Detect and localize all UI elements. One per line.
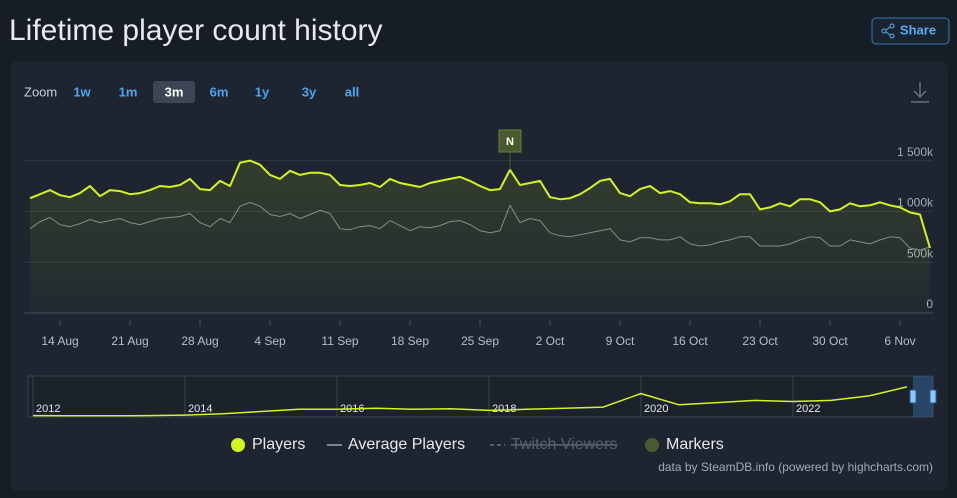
x-tick-label: 14 Aug [41, 334, 78, 348]
legend-label[interactable]: Players [252, 436, 305, 453]
legend-symbol [645, 438, 659, 452]
navigator-line [32, 386, 908, 417]
navigator-handle[interactable] [909, 389, 917, 404]
navigator-selection[interactable] [913, 376, 933, 417]
page-title: Lifetime player count history [9, 14, 383, 47]
x-tick-label: 16 Oct [672, 334, 708, 348]
marker-label: N [506, 136, 514, 148]
share-label[interactable]: Share [900, 22, 936, 37]
x-tick-label: 9 Oct [606, 334, 635, 348]
navigator-label: 2012 [36, 403, 60, 415]
navigator-handle[interactable] [929, 389, 937, 404]
legend-label[interactable]: Markers [666, 436, 724, 453]
share-icon [885, 26, 891, 36]
x-tick-label: 4 Sep [254, 334, 286, 348]
x-tick-label: 2 Oct [536, 334, 565, 348]
share-icon [881, 28, 887, 34]
download-icon[interactable] [911, 82, 929, 103]
y-tick-label: 1 500k [897, 145, 934, 159]
share-icon [889, 33, 895, 39]
credit: data by SteamDB.info (powered by highcha… [658, 460, 933, 474]
line [29, 159, 931, 249]
zoom-selected-bg [153, 81, 195, 103]
x-tick-label: 23 Oct [742, 334, 778, 348]
navigator-label: 2022 [796, 403, 820, 415]
x-tick-label: 25 Sep [461, 334, 499, 348]
zoom-option[interactable]: 1m [119, 84, 138, 99]
area [30, 160, 930, 313]
download-button[interactable] [911, 82, 929, 103]
zoom-option[interactable]: 1w [73, 84, 91, 99]
zoom-option[interactable]: 1y [255, 84, 270, 99]
y-tick-label: 1 000k [897, 196, 934, 210]
x-tick-label: 6 Nov [884, 334, 915, 348]
zoom-label: Zoom [24, 84, 57, 99]
navigator-label: 2014 [188, 403, 212, 415]
zoom-option[interactable]: all [345, 84, 359, 99]
navigator-label: 2020 [644, 403, 668, 415]
x-tick-label: 21 Aug [111, 334, 148, 348]
zoom-option[interactable]: 3m [165, 84, 184, 99]
x-tick-label: 11 Sep [321, 334, 358, 348]
zoom-option[interactable]: 6m [210, 84, 229, 99]
legend-label[interactable]: Average Players [348, 436, 465, 453]
share-icon [889, 23, 895, 29]
marker-flag[interactable] [498, 129, 522, 153]
legend-symbol [231, 438, 245, 452]
zoom-option[interactable]: 3y [302, 84, 317, 99]
x-tick-label: 18 Sep [391, 334, 429, 348]
share-button[interactable]: Share [871, 17, 950, 45]
x-tick-label: 30 Oct [812, 334, 848, 348]
navigator-label: 2018 [492, 403, 516, 415]
x-tick-label: 28 Aug [181, 334, 218, 348]
